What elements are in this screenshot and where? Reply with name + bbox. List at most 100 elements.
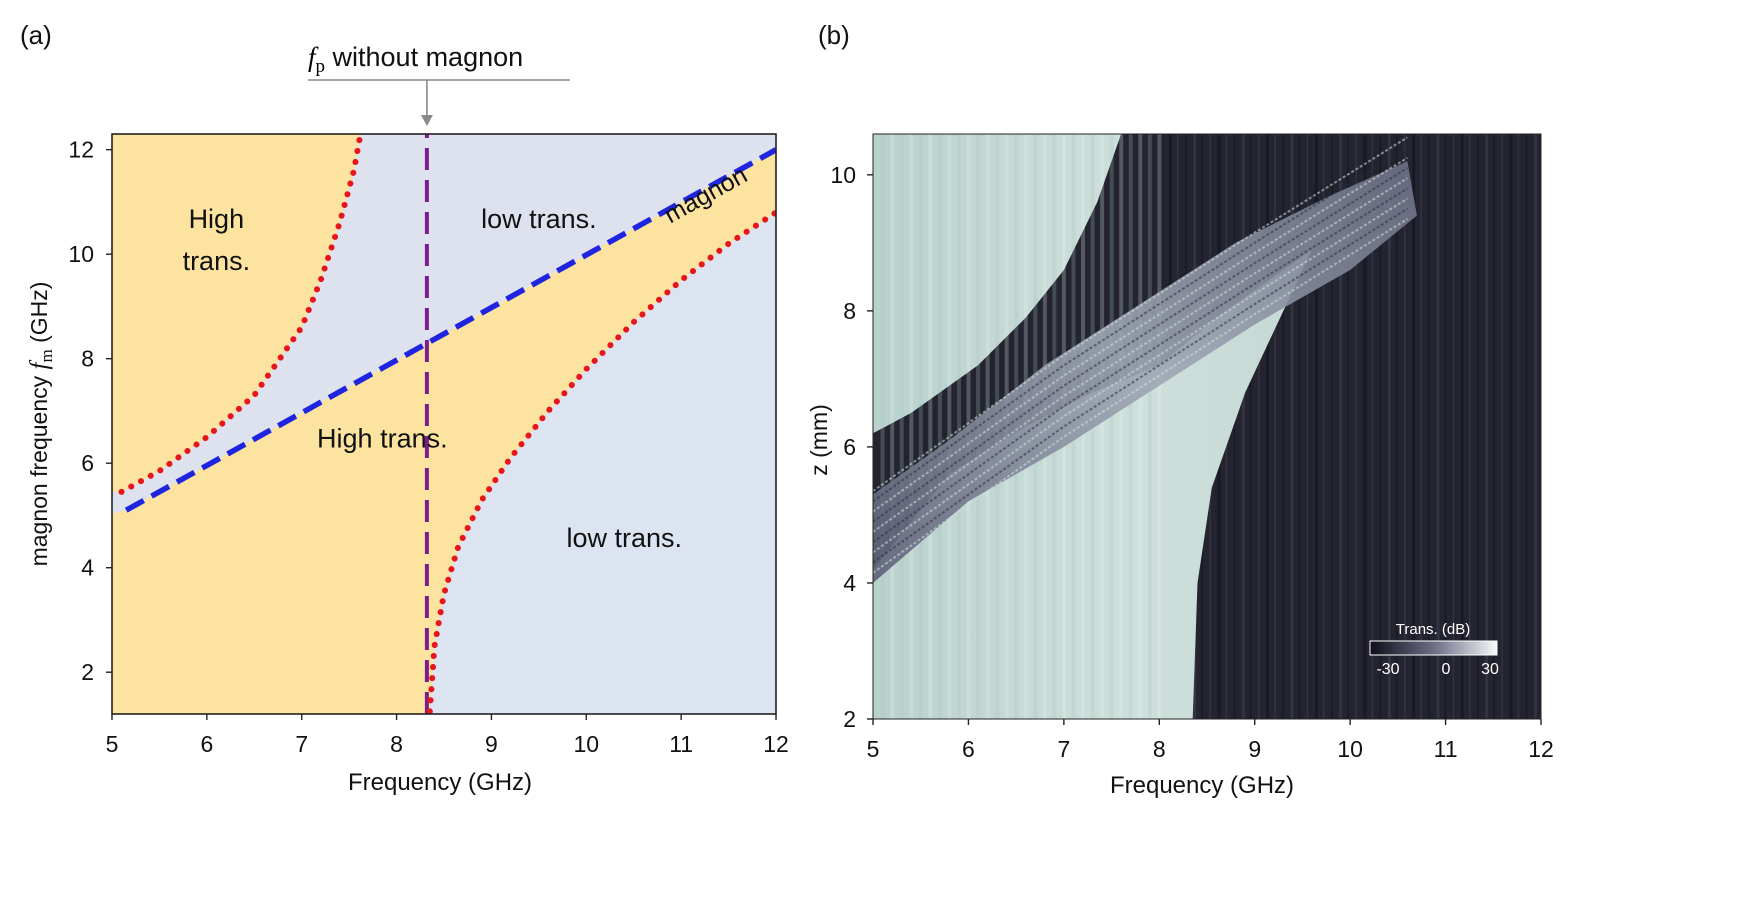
dark-fringe — [1533, 134, 1537, 719]
fp-annotation: fp without magnon — [308, 42, 523, 77]
dark-fringe — [1249, 134, 1252, 719]
region-label-0: High — [189, 204, 245, 234]
y-tick-label-a-10: 10 — [68, 241, 94, 267]
panel-b-heatmap: 5 6 7 8 9 10 11 12 2 4 6 8 10 Trans. (dB) -30 0 30 F… — [806, 133, 1554, 799]
panel-a-chart: 5 6 7 8 9 10 11 12 2 4 6 8 10 12 High trans. low trans.… — [26, 42, 789, 796]
y-tick-label-a-2: 2 — [81, 659, 94, 685]
x-tick-label-b-6: 6 — [962, 736, 975, 762]
region-label-4: low trans. — [566, 523, 682, 553]
x-tick-label-b-7: 7 — [1057, 736, 1070, 762]
low-trans-region-right — [429, 212, 776, 714]
teal-fringe — [1100, 134, 1105, 719]
y-label-sub: m — [37, 349, 56, 362]
teal-fringe — [947, 134, 952, 719]
dark-fringe — [1525, 134, 1528, 719]
dark-fringe — [1412, 134, 1416, 719]
plot-frame-a — [111, 133, 777, 715]
dark-fringe — [1444, 134, 1447, 719]
band-striation — [873, 146, 1408, 503]
y-tick-label-a-4: 4 — [81, 555, 94, 581]
teal-fringe — [918, 134, 923, 719]
band-striation — [873, 187, 1408, 543]
dark-fringe — [1469, 134, 1471, 719]
x-tick-label-a-6: 6 — [200, 731, 213, 757]
y-tick-label-b-6: 6 — [843, 434, 856, 460]
teal-fringe — [1138, 134, 1143, 719]
dark-fringe — [1355, 134, 1357, 719]
series-line-magnon — [124, 147, 776, 513]
y-tick-label-b-10: 10 — [830, 162, 856, 188]
y-axis-label-a: magnon frequency fm (GHz) — [26, 282, 56, 567]
dark-fringe — [1266, 134, 1270, 719]
dark-fringe — [1452, 134, 1455, 719]
dark-fringe — [1282, 134, 1284, 719]
colorbar-tick-mid: 0 — [1442, 661, 1451, 678]
region-label-2: low trans. — [481, 204, 597, 234]
dark-fringe — [1420, 134, 1422, 719]
y-tick-label-b-2: 2 — [843, 706, 856, 732]
teal-fringe — [909, 134, 914, 719]
x-tick-label-b-9: 9 — [1248, 736, 1261, 762]
y-tick-label-a-8: 8 — [81, 346, 94, 372]
fp-annotation-text: without magnon — [325, 42, 523, 72]
teal-fringe — [880, 134, 885, 719]
band-striation — [873, 156, 1408, 513]
series-line-lower-band-edge — [426, 209, 776, 714]
band-striation — [873, 177, 1408, 533]
dark-fringe — [1460, 134, 1464, 719]
fp-arrow-head — [420, 115, 433, 126]
dark-fringe — [1428, 134, 1430, 719]
dark-fringe — [1395, 134, 1398, 719]
dark-fringe — [1322, 134, 1325, 719]
colorbar-gradient — [1369, 640, 1498, 656]
dark-fringe — [1347, 134, 1349, 719]
panel-a-label: (a) — [20, 20, 52, 50]
dark-fringe — [1233, 134, 1236, 719]
teal-fringe — [937, 134, 942, 719]
dark-fringe — [1314, 134, 1318, 719]
dark-fringe — [1517, 134, 1520, 719]
teal-fringe — [1109, 134, 1114, 719]
y-axis-label-b: z (mm) — [806, 404, 832, 476]
x-axis-label-a: Frequency (GHz) — [348, 769, 532, 796]
dark-fringe — [1258, 134, 1260, 719]
band-striation — [873, 136, 1408, 492]
region-label-3: High trans. — [317, 424, 448, 454]
dark-fringe — [1485, 134, 1489, 719]
dark-fringe — [1509, 134, 1513, 719]
teal-fringe — [899, 134, 904, 719]
dark-fringe — [1241, 134, 1245, 719]
teal-fringe — [1147, 134, 1152, 719]
heatmap-image — [873, 134, 1541, 719]
dark-fringe — [1493, 134, 1495, 719]
dark-fringe — [1404, 134, 1406, 719]
teal-fringe — [1119, 134, 1124, 719]
x-tick-label-a-5: 5 — [106, 731, 119, 757]
low-trans-region-top — [112, 134, 776, 514]
dark-fringe — [1306, 134, 1309, 719]
dark-fringe — [1339, 134, 1343, 719]
x-tick-label-a-7: 7 — [295, 731, 308, 757]
x-tick-label-a-11: 11 — [669, 731, 693, 757]
teal-fringe — [1128, 134, 1133, 719]
plot-frame-b — [872, 133, 1542, 720]
x-tick-label-a-8: 8 — [390, 731, 403, 757]
y-label-suffix: (GHz) — [26, 282, 52, 350]
dark-fringe — [1387, 134, 1391, 719]
x-tick-label-b-8: 8 — [1153, 736, 1166, 762]
band-striation — [873, 167, 1408, 523]
x-tick-label-a-12: 12 — [763, 731, 789, 757]
dark-fringe — [1477, 134, 1479, 719]
dark-fringe — [1331, 134, 1333, 719]
colorbar-tick-min: -30 — [1376, 661, 1399, 678]
y-tick-label-a-12: 12 — [68, 137, 94, 163]
x-tick-label-a-9: 9 — [485, 731, 498, 757]
y-tick-label-a-6: 6 — [81, 450, 94, 476]
teal-fringe — [957, 134, 961, 719]
y-label-symbol: f — [26, 360, 53, 370]
dark-fringe — [1501, 134, 1503, 719]
panel-b-label: (b) — [818, 20, 850, 50]
dark-fringe — [1298, 134, 1301, 719]
teal-fringe — [890, 134, 895, 719]
